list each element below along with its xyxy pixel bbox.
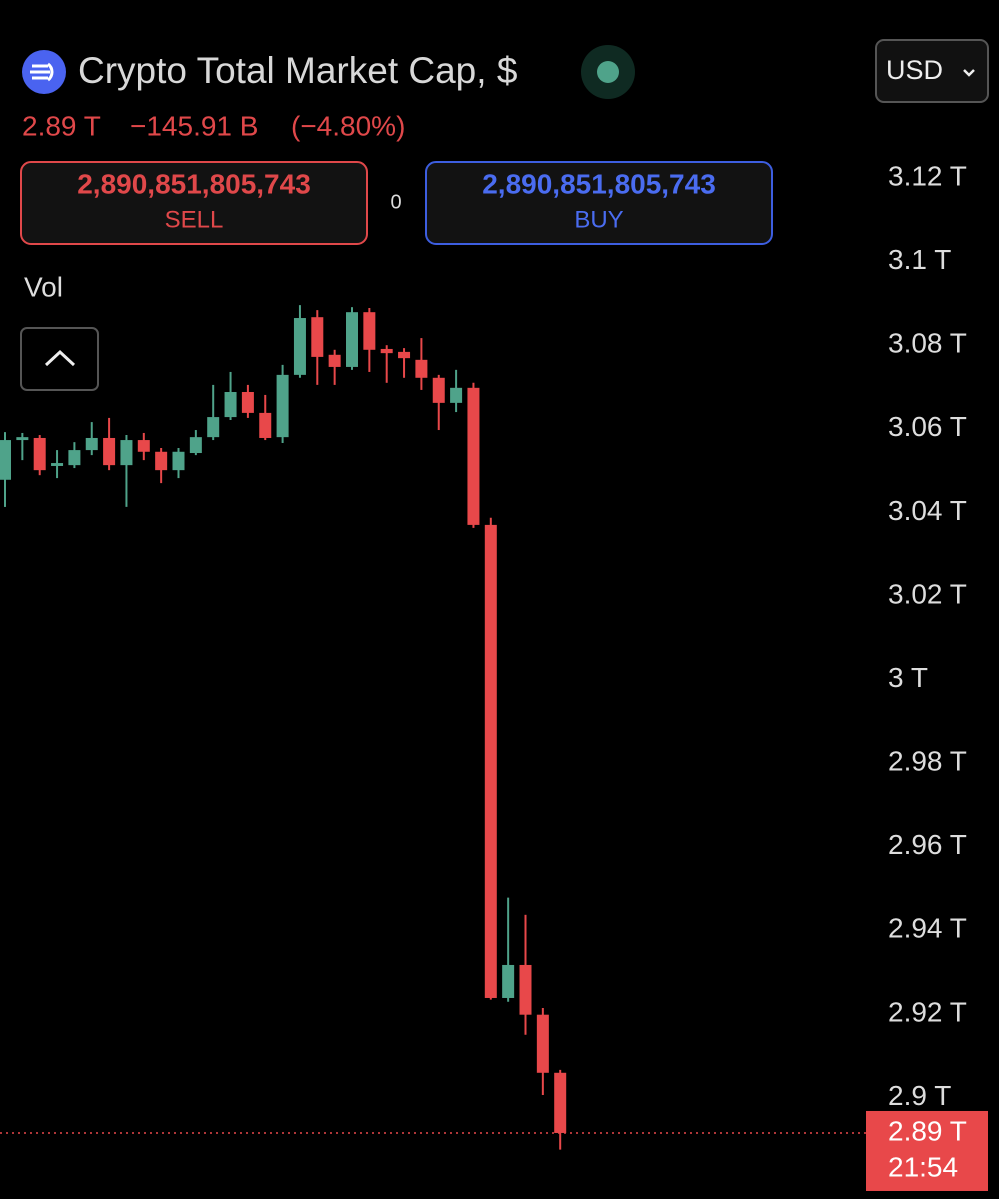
chevron-up bbox=[44, 349, 76, 367]
y-tick-label: 3.08 T bbox=[888, 328, 967, 359]
currency-select[interactable] bbox=[875, 39, 989, 103]
y-tick-label: 2.98 T bbox=[888, 746, 967, 777]
candle-body bbox=[276, 374, 289, 438]
y-tick-label: 2.9 T bbox=[888, 1080, 951, 1111]
y-tick-label: 2.92 T bbox=[888, 996, 967, 1027]
price-axis: 3.12 T 3.1 T 3.08 T 3.06 T 3.04 T 3.02 T 3 T 2.… bbox=[866, 160, 988, 1191]
y-tick-label: 3.06 T bbox=[888, 411, 967, 442]
candle-body bbox=[0, 440, 11, 480]
y-tick-label: 3 T bbox=[888, 662, 928, 693]
candle-body bbox=[224, 392, 237, 418]
candle-body bbox=[450, 387, 463, 403]
candle-body bbox=[68, 450, 81, 466]
y-tick-label: 2.96 T bbox=[888, 829, 967, 860]
collapse-button[interactable] bbox=[20, 327, 99, 391]
candle-body bbox=[241, 392, 254, 413]
candle-body bbox=[467, 387, 480, 525]
title: Crypto Total Market Cap, $ bbox=[78, 50, 517, 91]
candle-body bbox=[259, 412, 272, 438]
candle-body bbox=[328, 354, 341, 367]
indicator: Vol bbox=[24, 271, 63, 302]
last-price-label: 2.89 T bbox=[888, 1115, 967, 1146]
candle-body bbox=[536, 1014, 549, 1073]
candle-body bbox=[432, 377, 445, 403]
candle-body bbox=[484, 524, 497, 998]
buy-price[interactable]: 2,890,851,805,743 bbox=[482, 168, 716, 199]
change-percent: (−4.80%) bbox=[291, 110, 405, 141]
buy-label[interactable]: BUY bbox=[574, 206, 623, 233]
candle-body bbox=[363, 312, 376, 350]
change: −145.91 B bbox=[130, 110, 258, 141]
sell-label[interactable]: SELL bbox=[165, 206, 224, 233]
logo-glyph bbox=[30, 62, 54, 82]
status-dot bbox=[597, 61, 619, 83]
candle-body bbox=[172, 451, 185, 471]
candle-body bbox=[85, 437, 98, 451]
y-tick-label: 3.12 T bbox=[888, 160, 967, 191]
candle-body bbox=[415, 359, 428, 378]
sell-button[interactable] bbox=[20, 161, 368, 245]
y-tick-label: 2.94 T bbox=[888, 913, 967, 944]
candle-body bbox=[137, 440, 150, 452]
y-tick-label: 3.04 T bbox=[888, 495, 967, 526]
last-price-badge bbox=[866, 1110, 988, 1191]
chevron-down bbox=[963, 69, 975, 77]
buy-button[interactable] bbox=[425, 161, 773, 245]
candle-body bbox=[502, 964, 515, 998]
candle-body bbox=[311, 317, 324, 357]
countdown: 21:54 bbox=[888, 1151, 958, 1182]
candle-body bbox=[51, 463, 64, 466]
candle-body bbox=[155, 451, 168, 471]
candle-body bbox=[346, 312, 358, 367]
spread: 0 bbox=[390, 191, 401, 213]
candle-body bbox=[33, 437, 46, 471]
candle-body bbox=[120, 440, 133, 466]
candle-body bbox=[16, 437, 29, 441]
candle-body bbox=[380, 348, 393, 354]
candle-body bbox=[554, 1072, 567, 1133]
candle-body bbox=[519, 964, 532, 1015]
candle-body bbox=[207, 417, 220, 438]
plot bbox=[0, 305, 866, 1150]
sell-price[interactable]: 2,890,851,805,743 bbox=[77, 168, 311, 199]
candle-body bbox=[103, 437, 116, 466]
y-tick-label: 3.1 T bbox=[888, 244, 951, 275]
candle-body bbox=[398, 351, 411, 359]
currency[interactable]: USD bbox=[886, 55, 943, 85]
candle-body bbox=[189, 437, 202, 454]
candle-body bbox=[293, 318, 306, 375]
y-tick-label: 3.02 T bbox=[888, 578, 967, 609]
price: 2.89 T bbox=[22, 110, 101, 141]
